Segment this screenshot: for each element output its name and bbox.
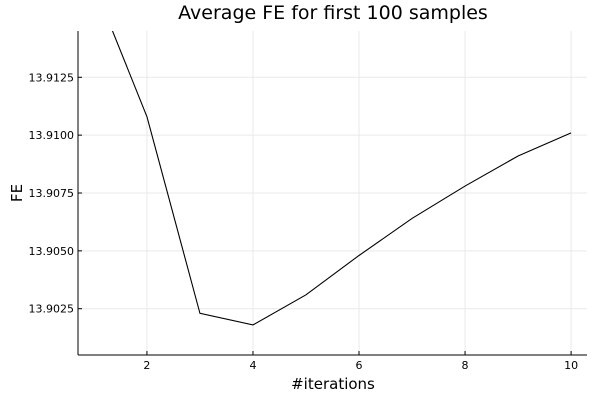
y-tick-label: 13.9050 [29, 245, 75, 258]
x-tick-label: 4 [249, 359, 256, 372]
y-tick-label: 13.9100 [29, 129, 75, 142]
series [111, 31, 572, 326]
x-tick-label: 6 [356, 359, 363, 372]
y-tick-label: 13.9075 [29, 187, 75, 200]
x-axis-label: #iterations [291, 375, 375, 393]
grid [78, 31, 587, 355]
x-tick-label: 2 [143, 359, 150, 372]
x-tick-label: 8 [462, 359, 469, 372]
y-axis-label: FE [8, 184, 26, 202]
y-tick-label: 13.9125 [29, 71, 75, 84]
x-tick-label: 10 [564, 359, 578, 372]
y-tick-label: 13.9025 [29, 303, 75, 316]
chart-title: Average FE for first 100 samples [178, 2, 488, 24]
ticks: 2 4 6 8 10 13.9025 13.9050 13.9075 13.9100 13.912… [29, 71, 579, 372]
series-line [111, 31, 572, 326]
